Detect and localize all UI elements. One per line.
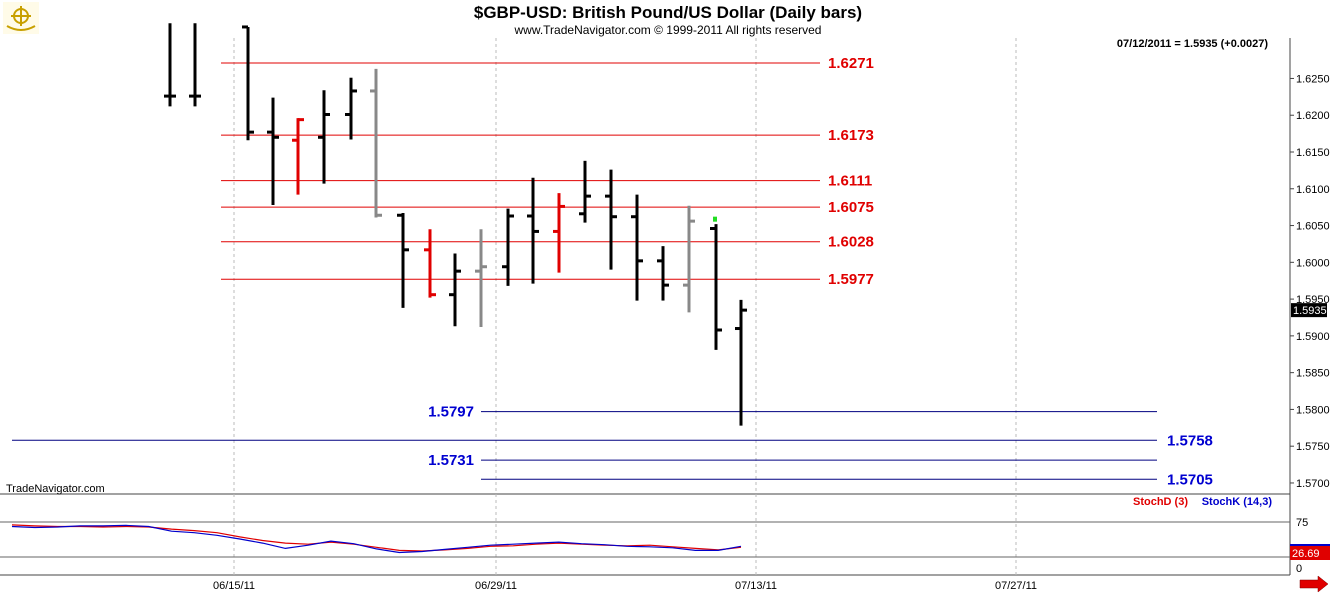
ohlc-bar: [424, 229, 436, 298]
ohlc-bar: [397, 213, 409, 308]
y-tick-label: 1.5750: [1296, 441, 1330, 453]
stoch-legend-entry: StochK (14,3): [1202, 496, 1273, 508]
ohlc-bar: [318, 90, 330, 184]
ohlc-bar: [475, 229, 487, 328]
ohlc-bar: [345, 77, 357, 140]
y-tick-label: 1.6200: [1296, 110, 1330, 122]
stoch-value-box: [1290, 546, 1330, 560]
level-lines: 1.6271 1.6173 1.6111 1.6075 1.6028 1.5977 1.57…: [12, 55, 1213, 488]
y-tick-label: 1.6150: [1296, 147, 1330, 159]
last-price-label: 1.5935: [1293, 305, 1327, 317]
resistance-label: 1.5977: [828, 271, 874, 288]
ohlc-bar: [579, 160, 591, 223]
stoch-y-tick-label: 0: [1296, 563, 1302, 575]
x-tick-label: 06/29/11: [475, 580, 517, 592]
chart-title: $GBP-USD: British Pound/US Dollar (Daily…: [474, 3, 862, 22]
y-tick-label: 1.6000: [1296, 257, 1330, 269]
y-tick-label: 1.5850: [1296, 368, 1330, 380]
stoch-legend-entry: StochD (3): [1133, 496, 1188, 508]
support-label: 1.5731: [428, 452, 474, 469]
x-tick-label: 07/13/11: [735, 580, 777, 592]
ohlc-bar: [502, 208, 514, 286]
resistance-label: 1.6271: [828, 55, 874, 72]
y-tick-label: 1.6250: [1296, 73, 1330, 85]
ohlc-bar: [527, 177, 539, 284]
red-arrow-right-icon[interactable]: [1299, 575, 1329, 593]
ohlc-bar: [242, 25, 254, 141]
y-tick-label: 1.5800: [1296, 404, 1330, 416]
stoch-series-line: [11, 524, 742, 554]
ohlc-bar: [631, 194, 643, 301]
ohlc-bar: [657, 246, 669, 301]
last-value-label: 07/12/2011 = 1.5935 (+0.0027): [1117, 38, 1268, 50]
x-tick-label: 07/27/11: [995, 580, 1037, 592]
resistance-label: 1.6111: [828, 173, 872, 190]
ohlc-bar: [267, 97, 279, 205]
ohlc-bar: [735, 299, 747, 426]
resistance-label: 1.6075: [828, 199, 874, 216]
ohlc-bar: [553, 193, 565, 273]
stoch-value-label: 26.69: [1292, 548, 1320, 560]
y-tick-label: 1.6100: [1296, 184, 1330, 196]
ohlc-bars: [164, 23, 747, 426]
ohlc-bar: [292, 118, 304, 195]
support-label: 1.5758: [1167, 432, 1213, 449]
ship-wheel-logo-icon: [3, 2, 39, 34]
last-price-box: [1291, 303, 1327, 318]
ohlc-bar: [605, 169, 617, 270]
axis-labels: 06/15/11 06/29/11 07/13/11 07/27/11 1.6250 1.…: [213, 73, 1330, 592]
ohlc-bar: [710, 224, 722, 350]
high-marker: [713, 216, 717, 222]
resistance-label: 1.6028: [828, 234, 874, 251]
chart-subtitle: www.TradeNavigator.com © 1999-2011 All r…: [514, 23, 822, 37]
y-tick-label: 1.5950: [1296, 294, 1330, 306]
y-tick-label: 1.6050: [1296, 221, 1330, 233]
ohlc-bar: [449, 253, 461, 327]
y-tick-label: 1.5900: [1296, 331, 1330, 343]
x-tick-label: 06/15/11: [213, 580, 255, 592]
support-label: 1.5705: [1167, 471, 1213, 488]
ohlc-bar: [189, 23, 201, 107]
resistance-label: 1.6173: [828, 127, 874, 144]
stochastic-panel: 75 0 StochD (3) StochK (14,3) 26.69: [0, 496, 1330, 575]
y-tick-label: 1.5700: [1296, 478, 1330, 490]
support-label: 1.5797: [428, 404, 474, 421]
stoch-y-tick-label: 75: [1296, 517, 1308, 529]
watermark: TradeNavigator.com: [6, 483, 105, 495]
ohlc-bar: [370, 68, 382, 218]
ohlc-bar: [683, 205, 695, 313]
ohlc-bar: [164, 23, 176, 107]
